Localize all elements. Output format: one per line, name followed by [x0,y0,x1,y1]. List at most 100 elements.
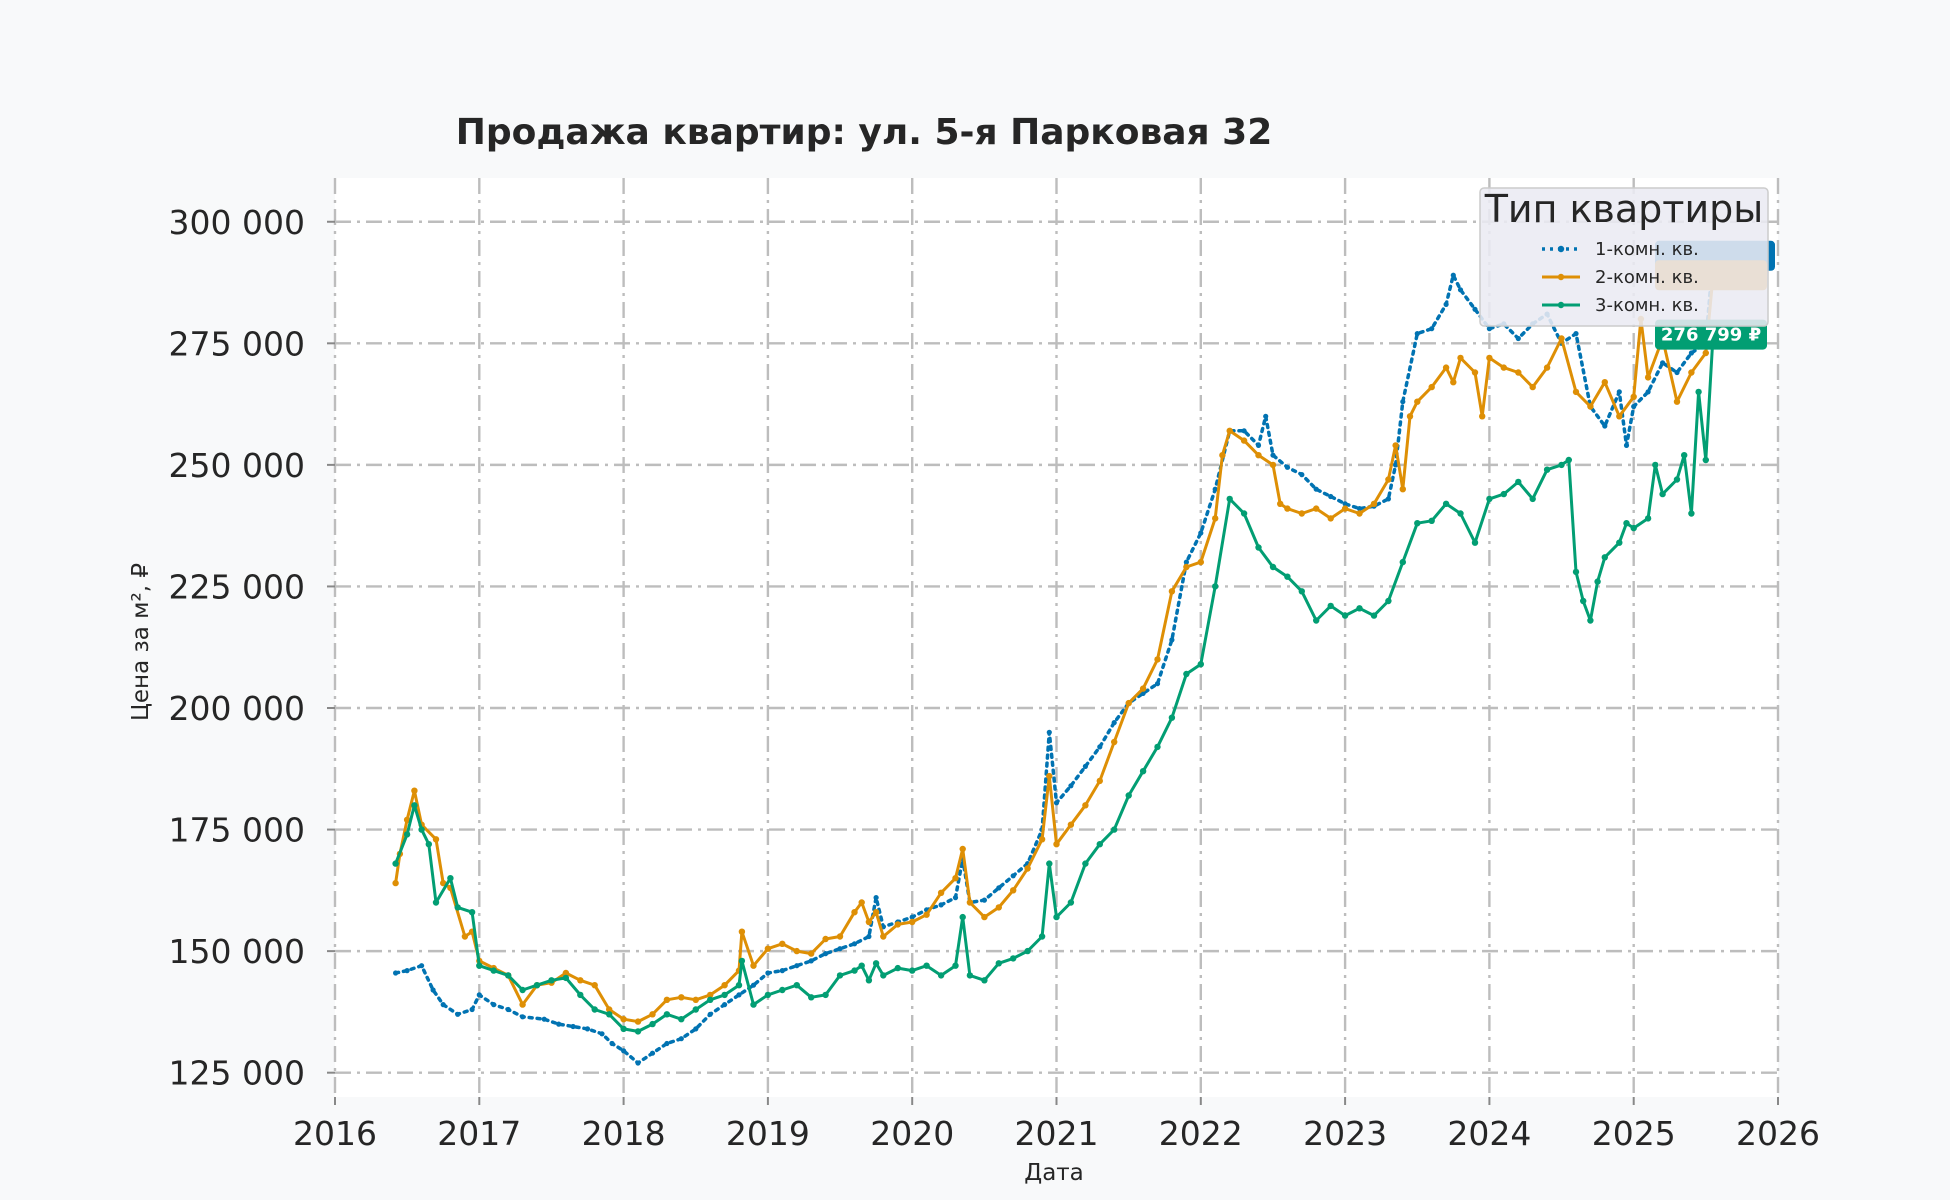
data-point [952,895,959,901]
data-point [1255,452,1262,459]
data-point [476,962,483,969]
plot-area [335,178,1778,1097]
data-point [1024,865,1031,872]
data-point [663,996,671,1003]
data-point [570,1023,576,1030]
data-point [1082,802,1089,809]
x-axis-label: Дата [1024,1160,1084,1186]
y-tick-label: 225 000 [169,567,305,606]
data-point [1486,326,1492,332]
legend-box [1479,187,1769,327]
data-point [1053,841,1060,848]
data-point [909,914,915,920]
data-point [1486,495,1493,503]
data-point [476,992,482,998]
chart-title: Продажа квартир: ул. 5-я Парковая 32 [456,112,1273,153]
data-point [1529,495,1536,503]
data-point [1558,335,1565,342]
data-point [678,1036,684,1042]
data-point [1053,800,1060,806]
data-point [1572,568,1580,576]
data-point [822,935,829,943]
x-tick-label: 2018 [582,1114,666,1153]
data-point [750,962,757,969]
data-point [490,967,497,974]
data-point [1183,559,1189,565]
data-point [959,913,966,921]
data-point [764,991,772,999]
data-point [562,974,570,982]
x-tick-label: 2025 [1592,1114,1676,1153]
data-point [1284,505,1291,512]
data-point [430,987,436,993]
data-point [1125,699,1132,707]
data-point [1472,306,1478,312]
data-point [1046,729,1052,735]
data-point [425,841,432,848]
data-point [1197,558,1205,566]
data-point [736,992,742,998]
x-tick-label: 2024 [1447,1114,1531,1153]
data-point [1139,768,1147,775]
data-point [858,962,865,969]
legend-marker [1557,301,1565,309]
data-point [1616,389,1622,395]
data-point [461,933,469,940]
data-point [1594,578,1601,585]
y-tick-label: 250 000 [169,446,305,485]
data-point [1572,388,1580,396]
data-point [981,977,988,984]
data-point [923,911,930,918]
y-tick-label: 200 000 [169,689,305,728]
data-point [909,967,916,974]
data-point [1399,486,1407,493]
data-point [707,1011,713,1017]
legend-item-1: 1-комн. кв. [1542,239,1699,260]
data-point [1616,539,1623,546]
data-point [454,904,461,911]
data-point [1096,841,1104,848]
data-point [880,972,887,979]
data-point [411,802,418,809]
data-point [1269,461,1277,469]
data-point [577,991,584,999]
y-tick-label: 150 000 [169,932,305,971]
data-point [1082,763,1088,770]
data-point [1068,783,1074,789]
data-point [584,1026,591,1032]
data-point [823,951,829,957]
data-point [981,897,988,903]
data-point [491,1002,497,1008]
data-point [981,913,988,921]
data-point [1645,389,1651,395]
legend-label: 3-комн. кв. [1595,295,1699,316]
data-point [1241,428,1247,434]
data-point [505,972,512,979]
legend-marker [1557,245,1565,253]
legend-marker [1557,273,1565,281]
data-point [1681,452,1688,459]
data-point [392,860,399,867]
data-point [1659,490,1666,498]
grid [333,178,1780,1097]
data-point [1406,413,1414,420]
data-point [1219,452,1226,459]
data-point [635,1060,641,1066]
data-point [1630,524,1637,532]
data-point [1284,464,1290,470]
data-point [609,1040,615,1047]
data-point [836,972,844,979]
data-point [1277,500,1284,507]
data-point [966,899,974,906]
data-point [1111,826,1118,833]
data-point [1038,933,1046,940]
data-point [1500,364,1508,371]
data-point [634,1028,642,1035]
data-point [1046,860,1053,867]
data-point [880,933,887,940]
series-2 [392,272,1717,1025]
data-point [808,958,814,964]
legend-title: Тип квартиры [1484,187,1764,231]
data-point [1197,661,1205,668]
data-point [923,962,930,969]
